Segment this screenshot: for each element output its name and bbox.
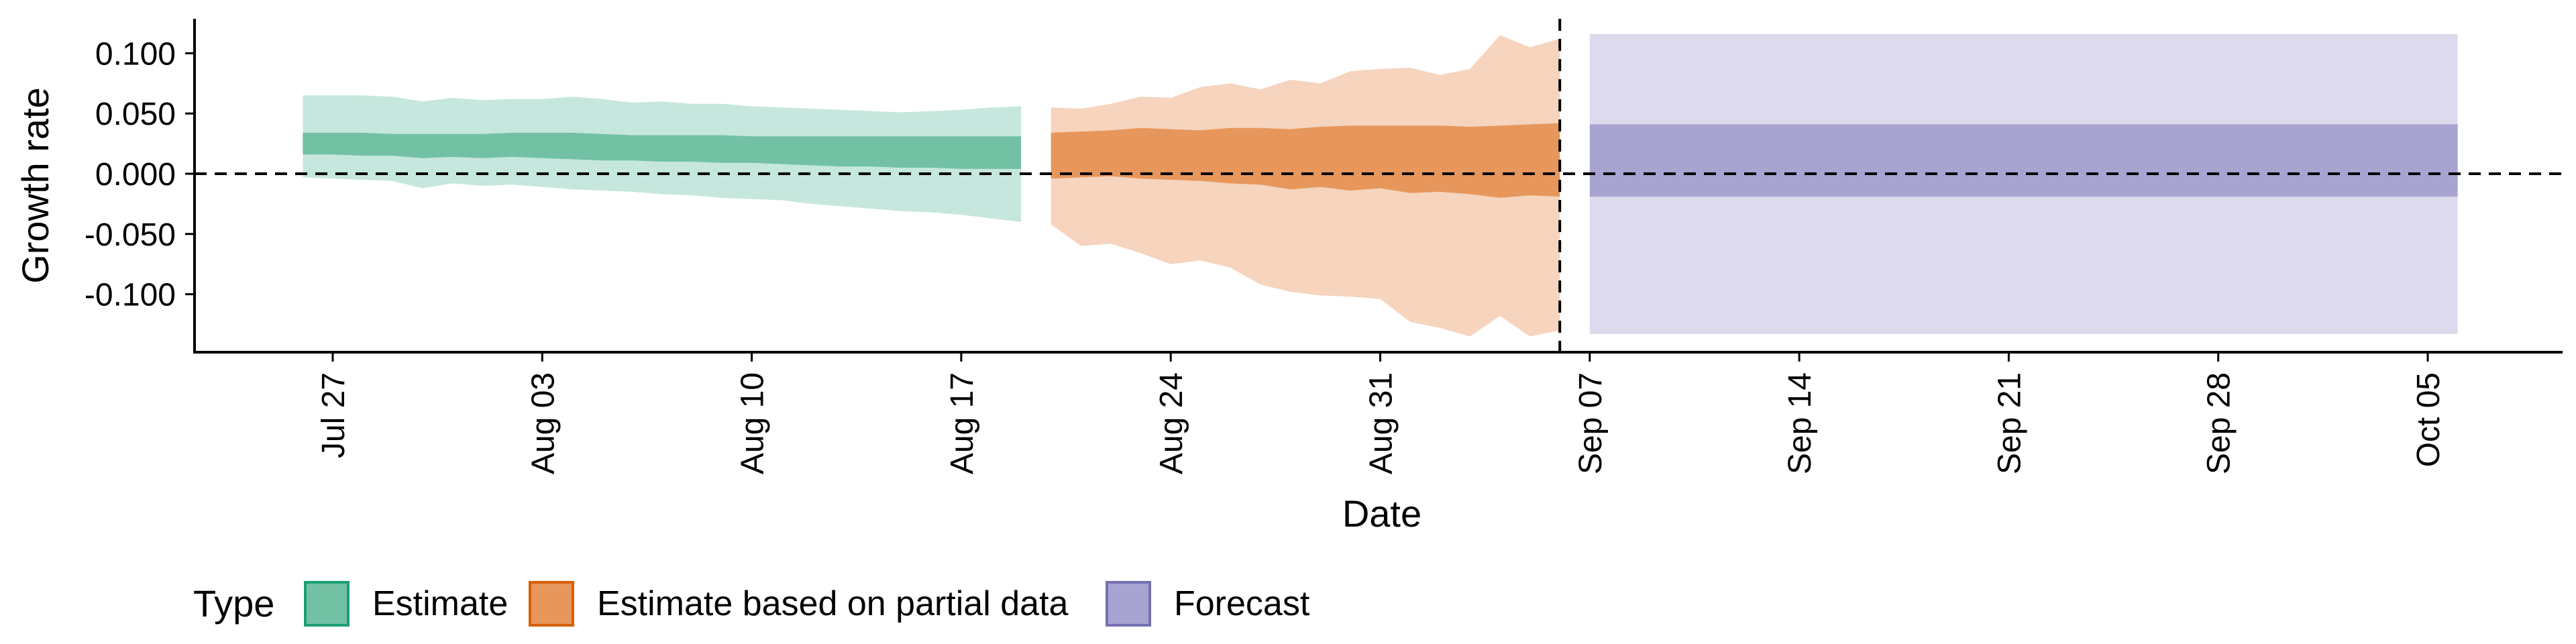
x-tick-label: Jul 27 — [316, 372, 352, 458]
x-tick-label: Oct 05 — [2411, 372, 2447, 467]
y-tick-label: 0.050 — [95, 97, 176, 132]
x-tick-label: Aug 31 — [1364, 372, 1399, 474]
x-tick-label: Sep 21 — [1992, 372, 2027, 474]
y-tick-label: -0.100 — [85, 278, 176, 313]
legend-title: Type — [193, 582, 274, 625]
x-tick-label: Aug 24 — [1154, 372, 1189, 474]
y-tick-label: -0.050 — [85, 217, 176, 253]
forecast-band-50 — [1589, 124, 2458, 197]
legend-swatch-estimate-based-on-partial-data — [529, 581, 574, 627]
legend: Type Estimate Estimate based on partial d… — [193, 581, 1310, 627]
bands-layer — [303, 34, 2458, 337]
legend-label-forecast: Forecast — [1174, 584, 1310, 623]
x-tick-label: Sep 14 — [1782, 372, 1818, 474]
x-tick-label: Sep 28 — [2202, 372, 2237, 474]
legend-label-estimate: Estimate — [372, 584, 508, 623]
estimate-band-50 — [303, 132, 1022, 169]
y-tick-label: 0.000 — [95, 157, 176, 193]
y-tick-label: 0.100 — [95, 36, 176, 72]
x-tick-label: Aug 17 — [945, 372, 980, 474]
legend-label-estimate-based-on-partial-data: Estimate based on partial data — [597, 584, 1069, 623]
estimate-based-on-partial-data-band-50 — [1051, 123, 1560, 198]
x-tick-label: Sep 07 — [1573, 372, 1609, 474]
y-axis-title: Growth rate — [14, 87, 56, 284]
tick-labels: 0.100 0.050 0.000 -0.050 -0.100 Jul 27 Aug 03 A… — [85, 36, 2447, 474]
x-tick-label: Aug 10 — [735, 372, 771, 474]
x-tick-label: Aug 03 — [525, 372, 561, 474]
x-axis-title: Date — [1342, 492, 1421, 535]
legend-swatch-estimate — [304, 581, 350, 627]
axes — [185, 19, 2563, 362]
legend-swatch-forecast — [1106, 581, 1151, 627]
reference-lines — [195, 19, 2563, 352]
